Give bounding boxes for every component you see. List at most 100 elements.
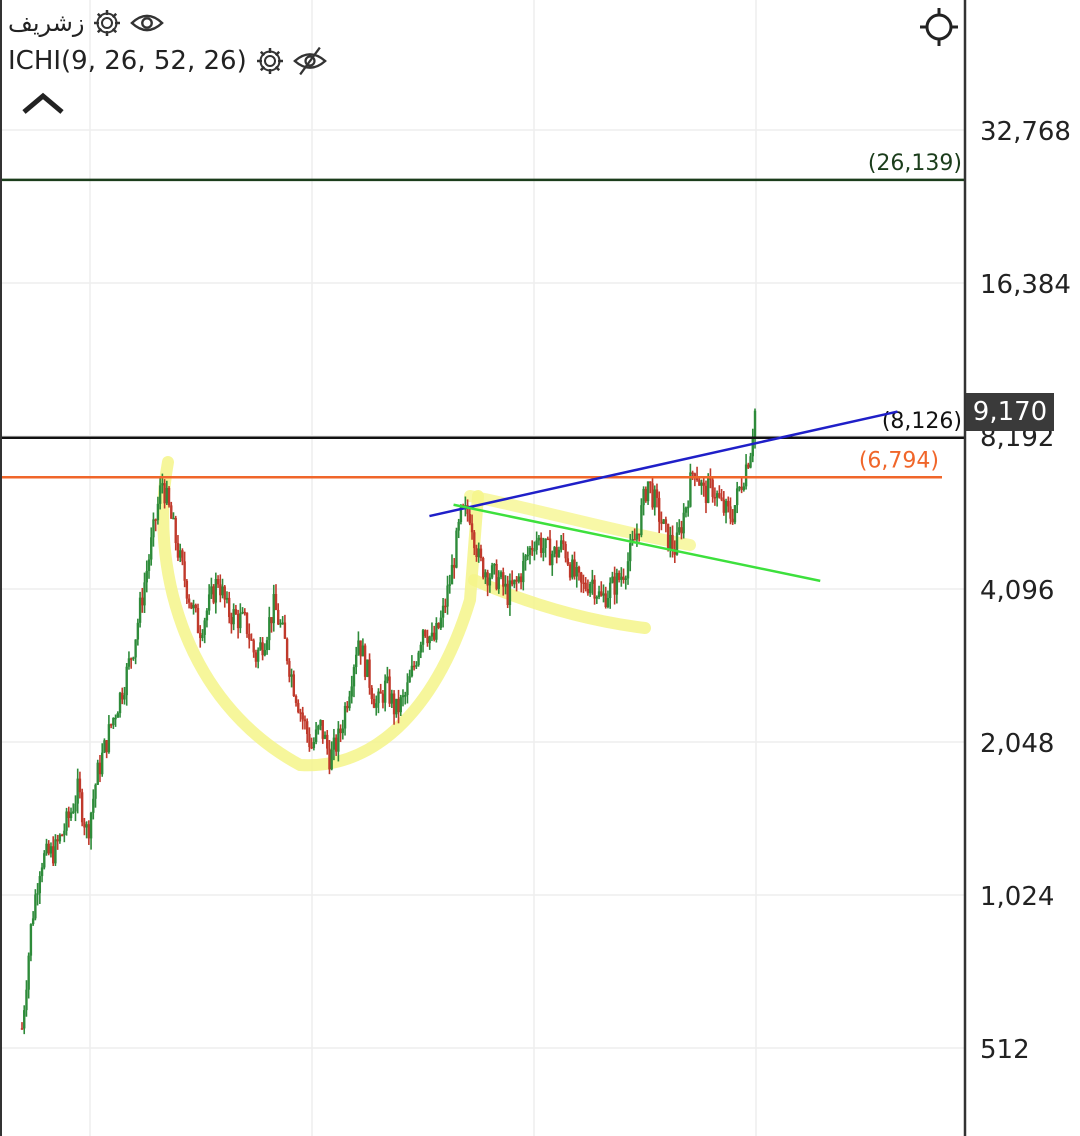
- candle-body: [408, 676, 411, 683]
- candle-body: [479, 548, 483, 559]
- candle-body: [89, 812, 93, 839]
- candle-body: [223, 586, 226, 600]
- blue-trendline: [429, 410, 898, 518]
- candle-body: [664, 519, 668, 524]
- candle-body: [481, 558, 485, 578]
- candle-body: [138, 597, 142, 623]
- y-tick-label: 2,048: [980, 729, 1054, 759]
- candle-body: [388, 676, 391, 704]
- candle-body: [127, 658, 131, 667]
- candle-body: [334, 737, 338, 752]
- candle-body: [749, 456, 752, 468]
- candle-body: [559, 540, 563, 550]
- candle-body: [624, 578, 627, 580]
- candle-body: [250, 639, 253, 641]
- candle-body: [528, 547, 532, 555]
- candle-body: [156, 503, 160, 521]
- candle-body: [270, 617, 273, 624]
- candle-body: [499, 572, 503, 578]
- candle-body: [265, 640, 269, 651]
- eye-icon[interactable]: [130, 6, 165, 40]
- candle-body: [470, 523, 474, 533]
- candle-body: [252, 640, 255, 653]
- last-price-badge: 9,170: [966, 393, 1054, 431]
- candle-body: [101, 752, 104, 775]
- candle-body: [147, 559, 151, 571]
- candle-body: [633, 539, 636, 541]
- candle-body: [735, 488, 739, 506]
- candle-body: [421, 630, 425, 645]
- candle-body: [343, 705, 347, 729]
- candle-body: [539, 537, 543, 553]
- candle-body: [575, 567, 578, 577]
- indicator-row: ICHI(9, 26, 52, 26): [8, 44, 327, 78]
- candle-body: [43, 853, 46, 868]
- gear-icon[interactable]: [253, 44, 287, 78]
- candle-body: [573, 559, 576, 577]
- candle-body: [453, 564, 456, 568]
- gear-icon[interactable]: [90, 6, 124, 40]
- candle-body: [450, 564, 454, 585]
- candle-body: [116, 713, 120, 718]
- crosshair-icon[interactable]: [918, 6, 960, 48]
- candle-body: [742, 486, 746, 491]
- candle-body: [123, 695, 126, 700]
- candle-body: [230, 616, 233, 625]
- candle-body: [232, 609, 235, 625]
- candle-body: [308, 734, 311, 748]
- candle-body: [613, 576, 616, 595]
- candle-body: [241, 611, 244, 614]
- candle-body: [94, 784, 97, 799]
- candle-body: [339, 728, 342, 734]
- candle-body: [724, 500, 728, 513]
- candle-body: [495, 563, 498, 590]
- candle-layer: [20, 408, 757, 1035]
- candle-body: [92, 798, 95, 813]
- candle-body: [54, 839, 57, 864]
- candle-body: [176, 543, 180, 558]
- candle-body: [357, 640, 360, 655]
- candle-body: [397, 698, 400, 713]
- candle-body: [234, 609, 238, 615]
- candle-body: [486, 572, 489, 586]
- candle-body: [608, 582, 612, 599]
- level-label: (6,794): [859, 448, 939, 473]
- eye-off-icon[interactable]: [292, 44, 327, 78]
- candle-body: [181, 550, 184, 562]
- candle-body: [60, 834, 64, 837]
- candle-body: [259, 642, 262, 650]
- green-trendline: [453, 503, 821, 583]
- candle-body: [20, 1028, 24, 1030]
- candle-body: [399, 697, 402, 713]
- candle-body: [502, 572, 505, 587]
- candle-body: [221, 586, 224, 596]
- candle-body: [468, 514, 472, 524]
- candle-body: [704, 485, 708, 503]
- candle-body: [212, 586, 215, 603]
- handle-low-highlight: [468, 574, 651, 634]
- candle-body: [620, 576, 623, 580]
- candle-body: [109, 724, 113, 726]
- candle-body: [158, 485, 162, 504]
- candle-body: [183, 561, 186, 581]
- candle-body: [45, 843, 48, 854]
- candle-body: [551, 553, 554, 566]
- candle-body: [352, 667, 356, 687]
- candle-body: [707, 478, 710, 503]
- candle-body: [332, 737, 336, 750]
- candle-body: [577, 567, 581, 573]
- candle-body: [524, 555, 527, 561]
- candle-body: [582, 582, 585, 584]
- chevron-up-icon[interactable]: [20, 86, 66, 122]
- candle-body: [141, 597, 144, 606]
- candle-body: [689, 472, 692, 507]
- candle-body: [383, 680, 387, 703]
- candle-body: [437, 623, 440, 628]
- candle-body: [657, 497, 661, 522]
- candle-body: [553, 547, 556, 554]
- candle-body: [653, 489, 656, 508]
- candle-body: [359, 640, 362, 657]
- candle-body: [312, 741, 316, 748]
